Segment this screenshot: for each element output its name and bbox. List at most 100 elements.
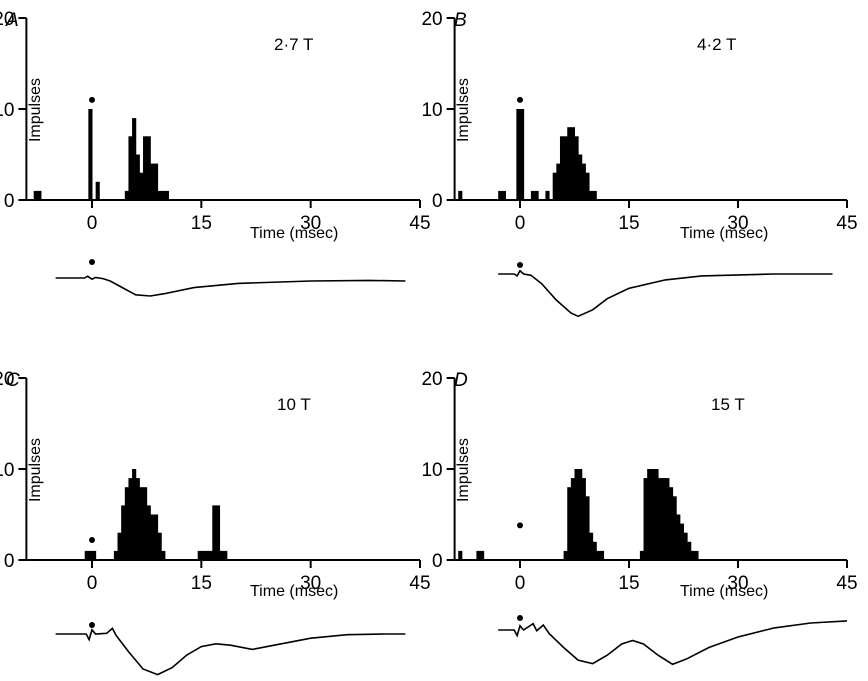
panel-b-potential-trace — [498, 269, 833, 318]
panel-b-bar-3 — [516, 109, 521, 200]
panel-d-potential-trace — [498, 620, 848, 666]
panel-d-bar-10 — [589, 532, 594, 560]
panel-a-y-tick-label-0: 0 — [4, 191, 15, 212]
panel-a-bar-10 — [146, 136, 151, 200]
panel-d-letter: D — [454, 370, 468, 391]
panel-c-letter: C — [6, 370, 20, 391]
panel-a-bar-8 — [139, 172, 144, 200]
panel-c-x-tick-label-15: 15 — [191, 573, 212, 594]
panel-c-bar-16 — [161, 550, 166, 560]
panel-b-y-tick-label-0: 0 — [432, 191, 443, 212]
panel-b-bar-9 — [556, 163, 561, 200]
panel-a-bar-4 — [124, 190, 129, 200]
panel-d-bar-16 — [647, 469, 652, 560]
panel-a-bar-15 — [164, 190, 170, 200]
panel-b-bar-19 — [592, 190, 597, 200]
panel-b-bar-15 — [578, 154, 583, 200]
panel-b-title: 4·2 T — [697, 35, 736, 54]
panel-c-bar-2 — [92, 550, 97, 560]
panel-c-bar-6 — [124, 487, 129, 560]
panel-c-potential-trace — [55, 627, 406, 676]
panel-d-bar-9 — [585, 496, 590, 560]
panel-c-bar-18 — [201, 550, 206, 560]
panel-d-bar-1 — [476, 550, 481, 560]
panel-c-bar-11 — [143, 487, 148, 560]
panel-d-bar-17 — [650, 469, 655, 560]
panel-d-y-tick-label-20: 20 — [421, 369, 442, 390]
panel-b-trace-stimulus-dot — [517, 262, 523, 268]
panel-c-bar-8 — [132, 469, 137, 560]
panel-a-x-tick-label-45: 45 — [409, 213, 430, 234]
panel-d-x-tick-label-0: 0 — [515, 573, 526, 594]
panel-b-bar-10 — [559, 136, 565, 200]
panel-d-x-tick-label-15: 15 — [618, 573, 639, 594]
panel-a-bar-14 — [161, 190, 166, 200]
panel-a-y-tick-label-20: 20 — [0, 9, 14, 30]
panel-a-x-tick-label-0: 0 — [87, 213, 98, 234]
panel-c-bar-0 — [84, 550, 89, 560]
panel-b-x-tick-label-30: 30 — [727, 213, 748, 234]
panel-a-bar-7 — [135, 154, 140, 200]
panel-d-bar-22 — [668, 487, 674, 560]
panel-d-stimulus-dot — [517, 522, 523, 529]
panel-c-bar-15 — [157, 532, 162, 560]
panel-b-y-tick-label-10: 10 — [421, 100, 442, 121]
panel-c-bar-19 — [204, 550, 210, 560]
panel-c-bar-4 — [117, 532, 122, 560]
panel-b-bar-18 — [589, 190, 594, 200]
panel-c-title: 10 T — [277, 395, 311, 414]
panel-b-bar-7 — [545, 190, 550, 200]
panel-c-bar-17 — [197, 550, 202, 560]
panel-d-title: 15 T — [711, 395, 745, 414]
panel-d-bar-7 — [578, 469, 583, 560]
panel-d-bar-19 — [658, 478, 663, 560]
panel-a-bar-11 — [150, 163, 155, 200]
panel-a-letter: A — [5, 10, 19, 31]
panel-b-bar-1 — [498, 190, 503, 200]
panel-c-y-axis-title: Impulses — [27, 438, 44, 502]
panel-b-letter: B — [454, 10, 467, 31]
panel-d-bar-20 — [661, 478, 666, 560]
panel-c-bar-7 — [128, 478, 133, 560]
panel-b-x-tick-label-45: 45 — [836, 213, 857, 234]
panel-c-bar-10 — [139, 487, 144, 560]
panel-c-y-tick-label-0: 0 — [4, 551, 15, 572]
panel-d-bar-21 — [665, 478, 670, 560]
panel-b-bar-17 — [585, 172, 590, 200]
panel-a-bar-12 — [153, 163, 159, 200]
panel-d-y-tick-label-0: 0 — [432, 551, 443, 572]
panel-b-bar-4 — [520, 109, 525, 200]
panel-a-bar-5 — [128, 136, 133, 200]
panel-d-x-tick-label-30: 30 — [727, 573, 748, 594]
panel-b-bar-14 — [574, 136, 579, 200]
panel-d-y-tick-label-10: 10 — [421, 460, 442, 481]
panel-c-bar-23 — [219, 550, 224, 560]
panel-d-x-tick-label-45: 45 — [836, 573, 857, 594]
panel-a-y-axis-title: Impulses — [27, 78, 44, 142]
panel-b-bar-2 — [501, 190, 506, 200]
panel-c-y-tick-label-20: 20 — [0, 369, 14, 390]
panel-a-bar-9 — [143, 136, 148, 200]
panel-d-bar-13 — [599, 550, 605, 560]
panel-c-bar-9 — [135, 478, 140, 560]
panel-c-x-axis-title: Time (msec) — [250, 583, 338, 600]
panel-d-bar-4 — [567, 487, 572, 560]
panel-b-stimulus-dot — [517, 96, 523, 103]
panel-c-bar-13 — [150, 514, 155, 560]
panel-d-bar-0 — [458, 550, 463, 560]
panel-d-bar-15 — [643, 478, 648, 560]
panel-b-y-tick-label-20: 20 — [421, 9, 442, 30]
panel-d-bar-11 — [592, 541, 597, 560]
panel-a-x-axis-title: Time (msec) — [250, 225, 338, 242]
panel-a-x-tick-label-30: 30 — [300, 213, 321, 234]
panel-d-bar-25 — [679, 523, 684, 560]
panel-b-x-tick-label-0: 0 — [515, 213, 526, 234]
panel-b-bar-6 — [534, 190, 539, 200]
panel-c-x-tick-label-30: 30 — [300, 573, 321, 594]
panel-c-bar-24 — [223, 550, 228, 560]
panel-b-bar-5 — [530, 190, 536, 200]
panel-a-x-tick-label-15: 15 — [191, 213, 212, 234]
panel-d-bar-27 — [687, 541, 692, 560]
panel-c-trace-stimulus-dot — [89, 622, 95, 628]
